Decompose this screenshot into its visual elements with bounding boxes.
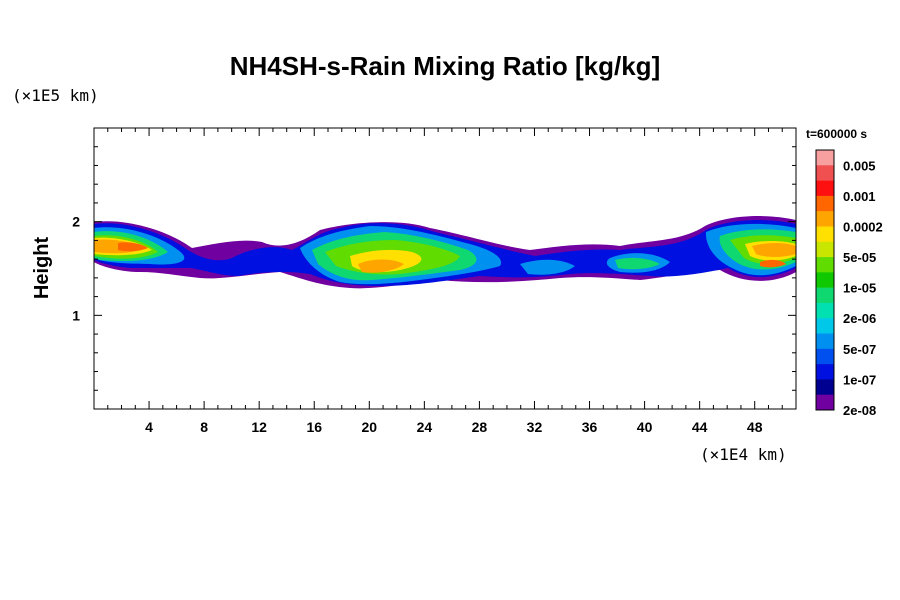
x-tick-label: 16 bbox=[306, 419, 322, 435]
colorbar-swatch bbox=[816, 180, 834, 197]
x-tick-label: 24 bbox=[417, 419, 433, 435]
colorbar-swatch bbox=[816, 318, 834, 334]
colorbar-swatch bbox=[816, 394, 834, 411]
colorbar-swatch bbox=[816, 211, 834, 227]
colorbar-label: 0.001 bbox=[843, 189, 876, 204]
colorbar-label: 0.0002 bbox=[843, 219, 883, 234]
contour-0.001 bbox=[118, 242, 786, 268]
colorbar-swatch bbox=[816, 302, 834, 319]
plot-frame bbox=[93, 127, 797, 410]
colorbar-label: 2e-06 bbox=[843, 311, 876, 326]
x-unit-label: (×1E4 km) bbox=[700, 445, 787, 464]
colorbar-label: 0.005 bbox=[843, 158, 876, 173]
colorbar-swatch bbox=[816, 150, 834, 166]
colorbar-label: 1e-05 bbox=[843, 281, 876, 296]
x-tick-label: 48 bbox=[747, 419, 763, 435]
colorbar-swatch bbox=[816, 257, 834, 273]
x-axis: 4 8 12 16 20 24 28 32 36 40 44 48 bbox=[107, 128, 783, 435]
colorbar-label: 5e-07 bbox=[843, 342, 876, 357]
colorbar-label: 1e-07 bbox=[843, 372, 876, 387]
colorbar-frame bbox=[815, 149, 835, 411]
chart-title: NH4SH-s-Rain Mixing Ratio [kg/kg] bbox=[230, 51, 660, 81]
mixing-ratio-field bbox=[94, 216, 796, 289]
colorbar-swatch bbox=[816, 272, 834, 288]
y-axis-label: Height bbox=[31, 237, 53, 300]
y-tick-label: 1 bbox=[72, 307, 80, 323]
colorbar-swatch bbox=[816, 333, 834, 350]
x-tick-label: 4 bbox=[145, 419, 153, 435]
x-tick-label: 28 bbox=[472, 419, 488, 435]
time-label: t=600000 s bbox=[806, 127, 867, 141]
x-tick-label: 44 bbox=[692, 419, 708, 435]
x-tick-label: 8 bbox=[200, 419, 208, 435]
colorbar-swatch bbox=[816, 348, 834, 365]
plot-area: 4 8 12 16 20 24 28 32 36 40 44 48 12 bbox=[72, 127, 797, 435]
x-tick-label: 20 bbox=[362, 419, 378, 435]
x-tick-label: 40 bbox=[637, 419, 653, 435]
colorbar-label: 5e-05 bbox=[843, 250, 876, 265]
x-tick-label: 32 bbox=[527, 419, 543, 435]
y-unit-label: (×1E5 km) bbox=[12, 86, 99, 105]
x-tick-label: 36 bbox=[582, 419, 598, 435]
colorbar-swatch bbox=[816, 241, 834, 258]
colorbar-swatch bbox=[816, 165, 834, 181]
x-tick-label: 12 bbox=[251, 419, 267, 435]
colorbar: 0.005 0.001 0.0002 5e-05 1e-05 2e-06 5e-07 1e-0… bbox=[815, 149, 883, 418]
colorbar-swatch bbox=[816, 364, 834, 380]
y-axis: 12 bbox=[72, 146, 796, 391]
colorbar-swatch bbox=[816, 195, 834, 212]
colorbar-swatch bbox=[816, 226, 834, 243]
colorbar-swatch bbox=[816, 287, 834, 304]
colorbar-label: 2e-08 bbox=[843, 403, 876, 418]
colorbar-swatch bbox=[816, 379, 834, 396]
y-tick-label: 2 bbox=[72, 214, 80, 230]
